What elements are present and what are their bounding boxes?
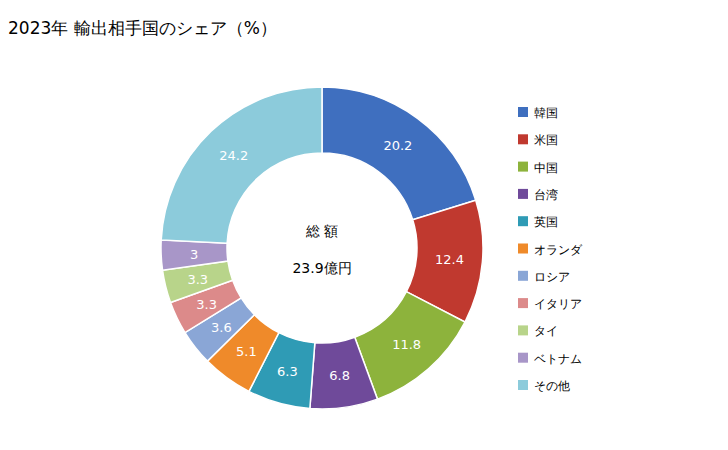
data-label: 6.8 [329,368,350,383]
legend-label: オランダ [534,243,583,257]
chart-svg: 2023年 輸出相手国のシェア（%） 20.2 12.4 11.8 6.8 6.3 5.1 3… [0,0,728,450]
legend-label: ベトナム [534,352,582,366]
legend-swatch [518,271,528,281]
legend: 韓国米国中国台湾英国オランダロシアイタリアタイベトナムその他 [518,106,583,393]
data-label: 3.3 [187,272,208,287]
legend-swatch [518,162,528,172]
legend-label: タイ [534,324,558,338]
slice [322,87,476,220]
data-labels: 20.2 12.4 11.8 6.8 6.3 5.1 3.6 3.3 3.3 3 24.2 [187,138,464,383]
legend-swatch [518,189,528,199]
chart-root: 2023年 輸出相手国のシェア（%） 20.2 12.4 11.8 6.8 6.3 5.1 3… [0,0,728,450]
legend-label: 米国 [534,133,558,147]
data-label: 20.2 [383,138,412,153]
legend-swatch [518,298,528,308]
chart-title: 2023年 輸出相手国のシェア（%） [8,18,277,38]
legend-swatch [518,107,528,117]
data-label: 6.3 [277,364,298,379]
data-label: 11.8 [392,337,421,352]
slice [310,337,378,409]
center-text: 23.9億円 [292,260,351,276]
data-label: 5.1 [236,344,257,359]
legend-label: イタリア [534,297,582,311]
legend-label: 台湾 [534,188,558,202]
legend-swatch [518,216,528,226]
data-label: 3.6 [211,320,232,335]
legend-swatch [518,353,528,363]
legend-swatch [518,325,528,335]
center-title: 総 額 [305,223,338,239]
legend-label: その他 [534,379,570,393]
legend-label: ロシア [534,270,570,284]
slice [161,240,228,270]
legend-label: 英国 [534,215,558,229]
data-label: 3.3 [196,297,217,312]
legend-label: 韓国 [534,106,558,120]
legend-label: 中国 [534,161,558,175]
legend-swatch [518,244,528,254]
slice [161,87,322,243]
data-label: 24.2 [219,148,248,163]
legend-swatch [518,380,528,390]
slices [161,87,483,409]
data-label: 12.4 [435,252,464,267]
legend-swatch [518,134,528,144]
data-label: 3 [190,247,198,262]
